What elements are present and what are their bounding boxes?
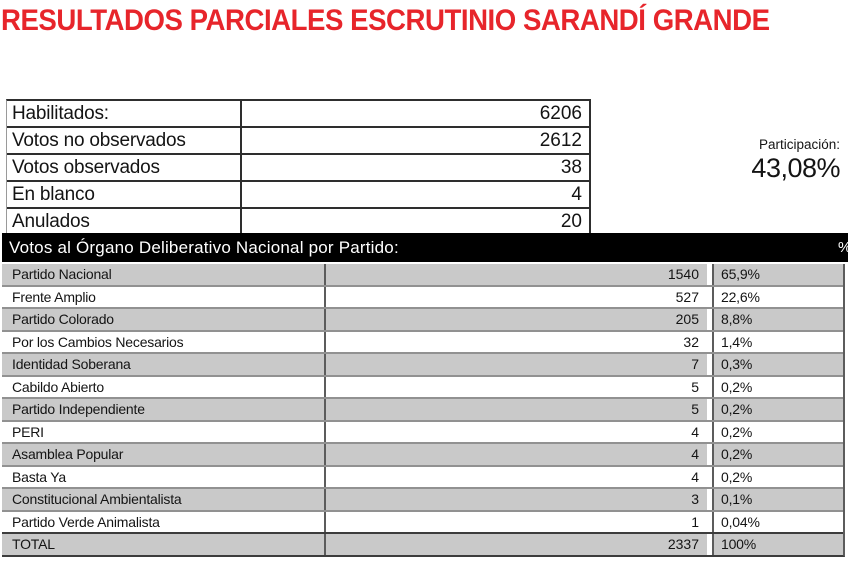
party-row: Cabildo Abierto 5 0,2% [2,374,843,397]
party-row: Partido Independiente 5 0,2% [2,397,843,420]
summary-row: Anulados 20 [7,209,589,236]
party-name-cell: TOTAL [12,536,55,553]
party-votes-cell: 4 [324,466,712,487]
party-pct-cell: 0,2% [712,376,843,397]
party-table-header-label: Votos al Órgano Deliberativo Nacional po… [9,238,399,257]
party-row: Basta Ya 4 0,2% [2,464,843,487]
party-votes-cell: 1540 [324,264,712,285]
party-pct-cell: 8,8% [712,309,843,330]
party-row: PERI 4 0,2% [2,419,843,442]
party-votes-cell: 4 [324,421,712,442]
party-pct-cell: 0,04% [712,511,843,532]
party-name-cell: Cabildo Abierto [12,378,104,395]
summary-label: Habilitados: [12,102,109,124]
party-name-cell: Constitucional Ambientalista [12,491,182,508]
party-pct-cell: 0,1% [712,489,843,510]
summary-row: Votos no observados 2612 [7,128,589,155]
participation-label: Participación: [758,137,840,152]
summary-value: 38 [240,155,589,180]
party-pct-cell: 0,3% [712,354,843,375]
party-pct-cell: 100% [712,534,843,555]
party-name-cell: Basta Ya [12,468,66,485]
party-pct-cell: 65,9% [712,264,843,285]
party-row-total: TOTAL 2337 100% [2,532,843,555]
party-row: Asamblea Popular 4 0,2% [2,442,843,465]
summary-row: Habilitados: 6206 [7,101,589,128]
party-votes-cell: 527 [324,286,712,307]
party-votes-cell: 7 [324,354,712,375]
participation-value: 43,08% [751,153,840,183]
party-votes-cell: 32 [324,331,712,352]
party-row: Por los Cambios Necesarios 32 1,4% [2,329,843,352]
party-pct-cell: 0,2% [712,466,843,487]
summary-value: 4 [240,182,589,207]
summary-value: 20 [240,209,589,234]
summary-label: Votos observados [12,156,160,178]
party-table-header: Votos al Órgano Deliberativo Nacional po… [2,233,850,262]
party-name-cell: Partido Verde Animalista [12,513,160,530]
party-name-cell: Identidad Soberana [12,356,131,373]
party-name-cell: Partido Colorado [12,311,114,328]
summary-label: Votos no observados [12,129,186,151]
party-votes-cell: 4 [324,444,712,465]
party-votes-cell: 1 [324,511,712,532]
party-row: Identidad Soberana 7 0,3% [2,352,843,375]
party-row: Partido Nacional 1540 65,9% [2,264,843,285]
party-row: Partido Verde Animalista 1 0,04% [2,509,843,532]
party-pct-cell: 0,2% [712,444,843,465]
party-name-cell: Asamblea Popular [12,446,124,463]
summary-value: 2612 [240,128,589,153]
party-pct-cell: 0,2% [712,399,843,420]
summary-row: Votos observados 38 [7,155,589,182]
party-votes-cell: 5 [324,376,712,397]
summary-table: Habilitados: 6206 Votos no observados 26… [6,99,591,236]
summary-row: En blanco 4 [7,182,589,209]
party-row: Partido Colorado 205 8,8% [2,307,843,330]
party-pct-cell: 1,4% [712,331,843,352]
party-row: Frente Amplio 527 22,6% [2,284,843,307]
party-name-cell: PERI [12,423,44,440]
summary-value: 6206 [240,101,589,126]
party-table: Partido Nacional 1540 65,9% Frente Ampli… [2,264,845,557]
page-title: RESULTADOS PARCIALES ESCRUTINIO SARANDÍ … [1,4,770,37]
party-name-cell: Por los Cambios Necesarios [12,333,184,350]
party-name-cell: Partido Independiente [12,401,145,418]
summary-label: En blanco [12,183,95,205]
party-votes-cell: 2337 [324,534,712,555]
participation-block: Participación: 43,08% [751,137,840,184]
party-pct-cell: 22,6% [712,286,843,307]
summary-label: Anulados [12,210,90,232]
party-name-cell: Frente Amplio [12,288,96,305]
party-votes-cell: 205 [324,309,712,330]
party-pct-cell: 0,2% [712,421,843,442]
party-votes-cell: 3 [324,489,712,510]
party-row: Constitucional Ambientalista 3 0,1% [2,487,843,510]
percent-column-header: % [838,233,850,262]
party-votes-cell: 5 [324,399,712,420]
party-name-cell: Partido Nacional [12,266,112,283]
